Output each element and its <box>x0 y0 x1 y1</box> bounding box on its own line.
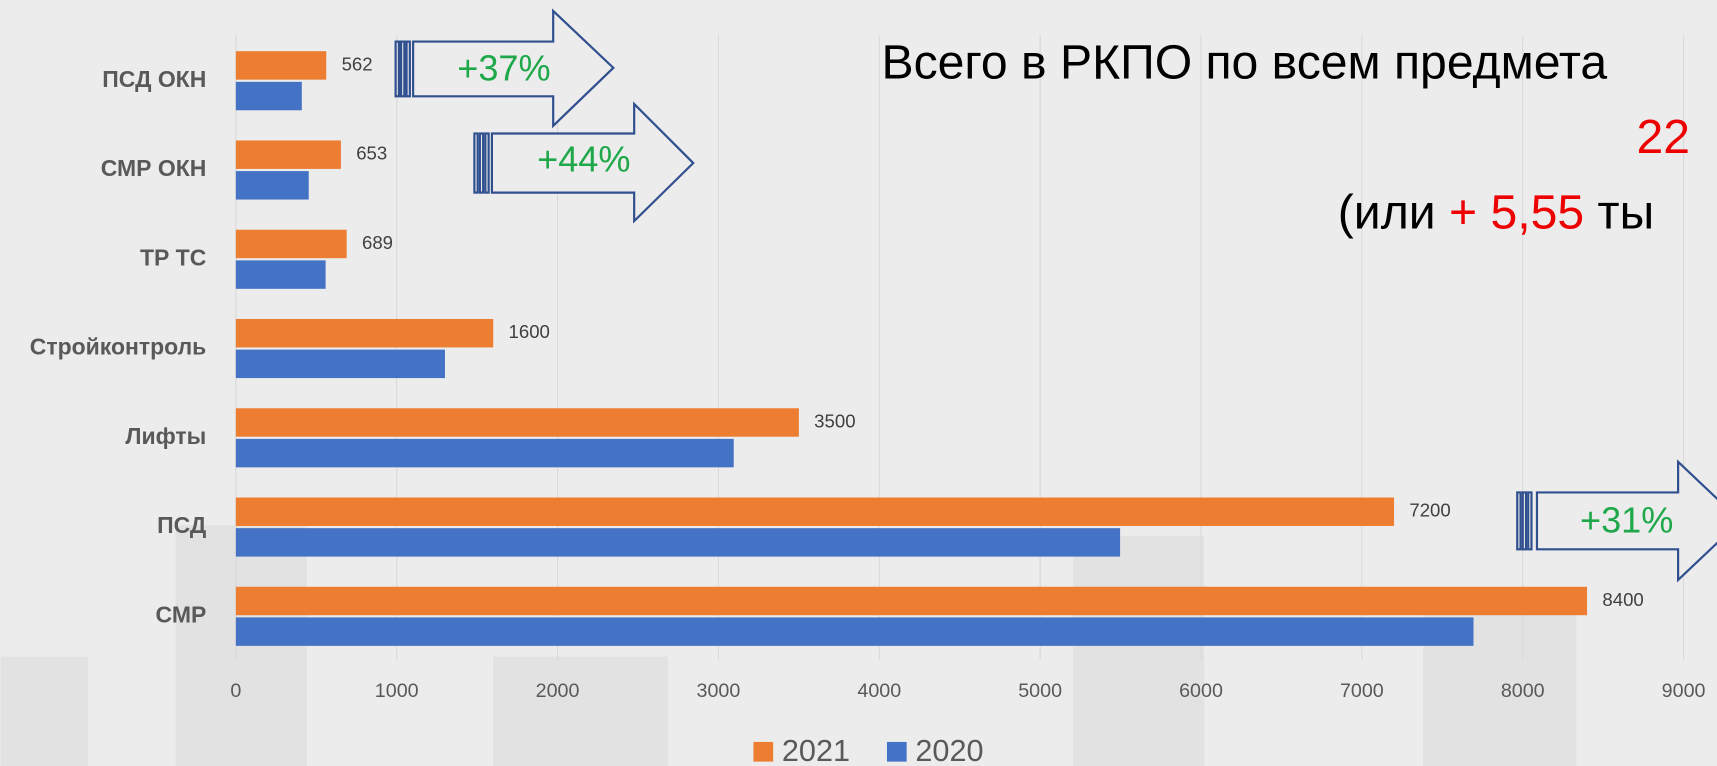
arrow: +44% <box>474 104 693 221</box>
note-text: (или <box>1338 185 1436 239</box>
x-tick-label: 8000 <box>1501 680 1545 702</box>
y-tick-label: СМР <box>156 601 207 627</box>
value-label: 653 <box>356 143 387 164</box>
bar <box>236 171 309 199</box>
value-label: 562 <box>342 53 373 74</box>
arrow-label: +44% <box>537 138 630 179</box>
legend-swatch <box>887 742 907 762</box>
value-label: 7200 <box>1409 500 1450 521</box>
arrow: +31% <box>1517 462 1717 580</box>
arrow-label: +37% <box>457 48 550 89</box>
page: 0 1000 2000 3000 4000 5000 6000 7000 8000 9000 ПСД… <box>0 0 1717 766</box>
bar <box>236 408 799 436</box>
y-tick-label: ПСД <box>157 512 206 538</box>
bar <box>236 140 341 168</box>
value-label: 3500 <box>814 410 855 431</box>
arrow: +37% <box>396 11 614 126</box>
bar <box>236 587 1587 615</box>
arrow-label: +31% <box>1580 500 1673 541</box>
y-tick-label: Лифты <box>125 423 206 449</box>
value-label: 689 <box>362 232 393 253</box>
x-tick-label: 6000 <box>1179 680 1223 702</box>
note-text: ты <box>1598 185 1655 239</box>
x-tick-label: 7000 <box>1340 680 1384 702</box>
x-tick-label: 0 <box>230 680 241 702</box>
x-tick-label: 3000 <box>697 680 741 702</box>
legend-label: 2020 <box>915 734 983 766</box>
legend-label: 2021 <box>782 734 850 766</box>
bar <box>236 319 493 347</box>
y-tick-label: ТР ТС <box>140 244 206 270</box>
x-tick-label: 4000 <box>857 680 901 702</box>
bar <box>236 498 1394 526</box>
bar <box>236 51 326 79</box>
x-tick-label: 1000 <box>375 680 419 702</box>
headline-total: 22 <box>1637 110 1691 164</box>
bar <box>236 528 1120 556</box>
bar <box>236 439 734 467</box>
y-tick-label: ПСД ОКН <box>102 66 206 92</box>
note-delta: + 5,55 <box>1449 185 1584 239</box>
bar <box>236 350 445 378</box>
x-tick-label: 2000 <box>536 680 580 702</box>
y-tick-label: Стройконтроль <box>30 334 207 360</box>
x-tick-label: 5000 <box>1018 680 1062 702</box>
bar <box>236 260 326 288</box>
headline-note: (или + 5,55 ты <box>1338 185 1654 239</box>
legend-swatch <box>753 742 773 762</box>
value-label: 1600 <box>509 321 550 342</box>
bar <box>236 230 347 258</box>
value-label: 8400 <box>1602 589 1643 610</box>
headline: Всего в РКПО по всем предмета <box>881 35 1607 89</box>
bar <box>236 617 1474 645</box>
x-tick-label: 9000 <box>1662 680 1706 702</box>
legend: 2021 2020 <box>753 734 983 766</box>
bars: 562 653 689 1600 3500 7200 8400 <box>236 51 1644 646</box>
bar <box>236 82 302 110</box>
chart: 0 1000 2000 3000 4000 5000 6000 7000 8000 9000 ПСД… <box>0 0 1717 766</box>
y-tick-label: СМР ОКН <box>101 155 207 181</box>
